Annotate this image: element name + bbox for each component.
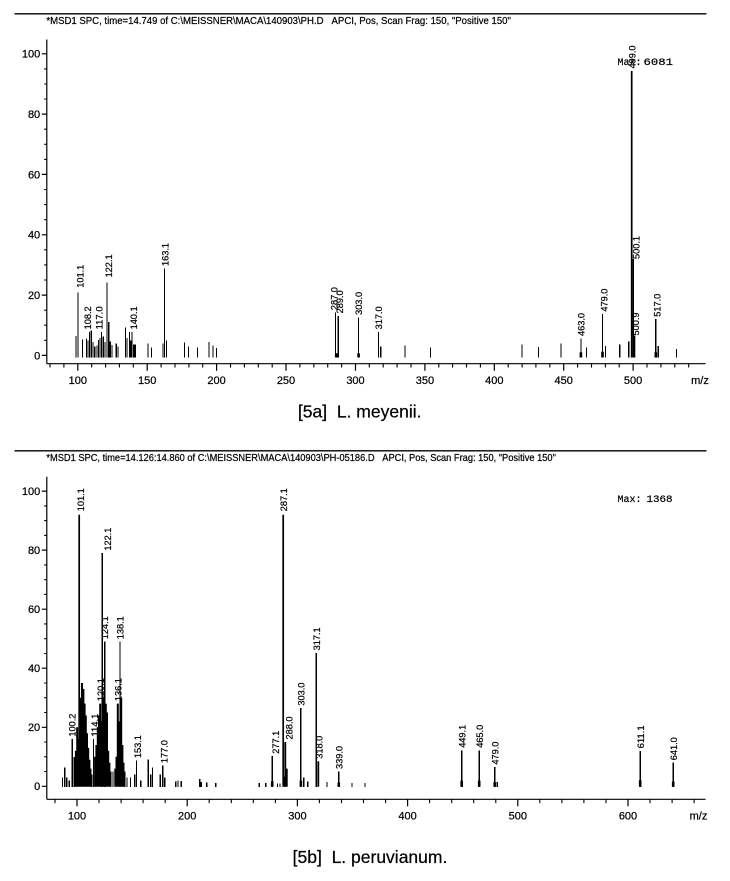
svg-text:400: 400 <box>398 811 416 823</box>
svg-text:500: 500 <box>509 811 527 823</box>
svg-text:339.0: 339.0 <box>333 746 344 769</box>
svg-text:317.0: 317.0 <box>373 306 384 329</box>
svg-text:Max:: Max: <box>618 58 642 69</box>
svg-text:277.1: 277.1 <box>270 731 281 754</box>
svg-text:250: 250 <box>277 375 295 387</box>
svg-text:0: 0 <box>34 781 40 793</box>
svg-text:300: 300 <box>346 375 364 387</box>
svg-text:499.0: 499.0 <box>626 46 637 69</box>
svg-text:*MSD1 SPC, time=14.749 of C:\M: *MSD1 SPC, time=14.749 of C:\MEISSNER\MA… <box>46 16 511 27</box>
svg-text:108.2: 108.2 <box>82 306 93 329</box>
svg-text:80: 80 <box>28 545 40 557</box>
svg-text:600: 600 <box>619 811 637 823</box>
svg-text:101.1: 101.1 <box>75 488 86 511</box>
svg-text:163.1: 163.1 <box>160 243 171 266</box>
svg-text:100.2: 100.2 <box>66 714 77 737</box>
svg-text:449.1: 449.1 <box>456 725 467 748</box>
svg-text:m/z: m/z <box>691 375 709 387</box>
svg-text:289.0: 289.0 <box>334 290 345 313</box>
svg-text:517.0: 517.0 <box>651 294 662 317</box>
svg-text:287.1: 287.1 <box>278 488 289 511</box>
svg-text:114.1: 114.1 <box>89 714 100 737</box>
svg-text:303.0: 303.0 <box>295 683 306 706</box>
svg-text:40: 40 <box>28 663 40 675</box>
svg-text:100: 100 <box>22 49 40 61</box>
svg-text:177.0: 177.0 <box>159 740 170 763</box>
svg-text:20: 20 <box>28 722 40 734</box>
svg-text:200: 200 <box>178 811 196 823</box>
svg-text:100: 100 <box>69 375 87 387</box>
svg-text:122.1: 122.1 <box>102 528 113 551</box>
svg-text:6081: 6081 <box>644 58 674 69</box>
svg-text:350: 350 <box>416 375 434 387</box>
svg-text:300: 300 <box>288 811 306 823</box>
svg-text:288.0: 288.0 <box>284 717 295 740</box>
svg-text:318.0: 318.0 <box>314 736 325 759</box>
svg-text:[5b] L. peruvianum.: [5b] L. peruvianum. <box>293 847 448 867</box>
svg-text:450: 450 <box>555 375 573 387</box>
svg-text:138.1: 138.1 <box>115 616 126 639</box>
svg-text:Max:: Max: <box>618 495 642 506</box>
svg-text:100: 100 <box>22 486 40 498</box>
svg-text:500: 500 <box>624 375 642 387</box>
svg-text:479.0: 479.0 <box>599 289 610 312</box>
svg-text:122.1: 122.1 <box>103 254 114 277</box>
svg-text:463.0: 463.0 <box>576 313 587 336</box>
svg-text:101.1: 101.1 <box>74 265 85 288</box>
svg-text:287.0: 287.0 <box>329 287 340 310</box>
svg-text:303.0: 303.0 <box>353 292 364 315</box>
svg-text:100: 100 <box>68 811 86 823</box>
svg-text:120.1: 120.1 <box>95 678 106 701</box>
svg-text:40: 40 <box>28 230 40 242</box>
svg-text:140.1: 140.1 <box>128 306 139 329</box>
svg-text:1368: 1368 <box>647 495 673 506</box>
svg-text:117.0: 117.0 <box>94 306 105 329</box>
svg-text:60: 60 <box>28 604 40 616</box>
svg-text:[5a] L. meyenii.: [5a] L. meyenii. <box>298 402 422 422</box>
svg-text:136.1: 136.1 <box>112 678 123 701</box>
svg-text:60: 60 <box>28 169 40 181</box>
svg-text:400: 400 <box>485 375 503 387</box>
svg-text:479.0: 479.0 <box>489 742 500 765</box>
svg-text:465.0: 465.0 <box>474 725 485 748</box>
svg-text:500.1: 500.1 <box>631 236 642 259</box>
svg-text:200: 200 <box>207 375 225 387</box>
svg-text:150: 150 <box>138 375 156 387</box>
svg-text:153.1: 153.1 <box>132 735 143 758</box>
svg-text:0: 0 <box>34 350 40 362</box>
svg-text:500.9: 500.9 <box>630 313 641 336</box>
svg-text:80: 80 <box>28 109 40 121</box>
svg-text:124.1: 124.1 <box>99 616 110 639</box>
svg-text:611.1: 611.1 <box>635 725 646 748</box>
svg-text:641.0: 641.0 <box>668 737 679 760</box>
svg-text:*MSD1 SPC, time=14.126:14.860: *MSD1 SPC, time=14.126:14.860 of C:\MEIS… <box>46 453 556 464</box>
svg-text:317.1: 317.1 <box>311 627 322 650</box>
svg-text:m/z: m/z <box>690 811 708 823</box>
svg-text:20: 20 <box>28 290 40 302</box>
